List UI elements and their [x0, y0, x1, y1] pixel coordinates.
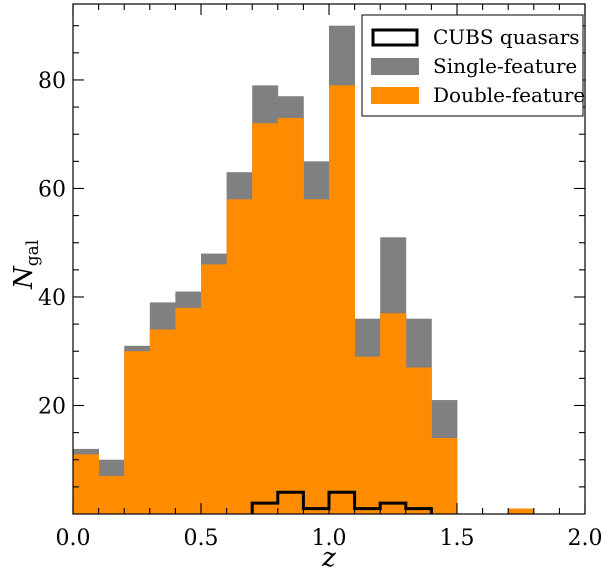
y-tick-label: 20: [38, 394, 66, 419]
double-feature-bar: [329, 85, 355, 514]
double-feature-bar: [405, 367, 432, 514]
legend-label: CUBS quasars: [433, 25, 580, 49]
legend-swatch-double-feature: [371, 87, 419, 104]
legend-label: Single-feature: [433, 54, 577, 78]
x-tick-label: 1.5: [440, 526, 475, 551]
y-tick-label: 40: [38, 286, 66, 311]
double-feature-bar: [226, 199, 253, 514]
y-axis-label: Ngal: [9, 240, 43, 290]
double-feature-bar: [252, 123, 279, 515]
double-feature-bars: [73, 85, 535, 515]
double-feature-bar: [508, 508, 535, 514]
x-tick-label: 0.5: [184, 526, 219, 551]
axis-tick-labels: 0.0 0.5 1.0 1.5 2.0 20 40 60 80: [38, 69, 603, 551]
double-feature-bar: [380, 313, 407, 514]
x-tick-label: 2.0: [568, 526, 603, 551]
legend: CUBS quasars Single-feature Double-feature: [361, 14, 585, 117]
double-feature-bar: [73, 454, 99, 514]
legend-swatch-cubs-quasars: [371, 28, 419, 47]
double-feature-bar: [354, 356, 381, 514]
x-axis-label: z: [321, 543, 336, 572]
double-feature-bar: [431, 438, 458, 514]
double-feature-bar: [98, 476, 125, 514]
double-feature-bar: [303, 199, 330, 514]
x-tick-label: 0.0: [56, 526, 91, 551]
legend-swatch-single-feature: [371, 58, 419, 75]
legend-label: Double-feature: [433, 83, 585, 107]
y-axis-label-main: N: [9, 265, 39, 290]
y-tick-label: 60: [38, 177, 66, 202]
double-feature-bar: [277, 117, 304, 515]
cubs-quasars-step-outline: [250, 490, 433, 514]
x-tick-label: 1.0: [312, 526, 347, 551]
double-feature-bar: [201, 264, 227, 514]
y-axis-label-subscript: gal: [23, 240, 43, 266]
double-feature-bar: [124, 351, 151, 514]
y-tick-label: 80: [38, 69, 66, 94]
double-feature-bar: [149, 329, 176, 514]
double-feature-bar: [175, 307, 202, 514]
